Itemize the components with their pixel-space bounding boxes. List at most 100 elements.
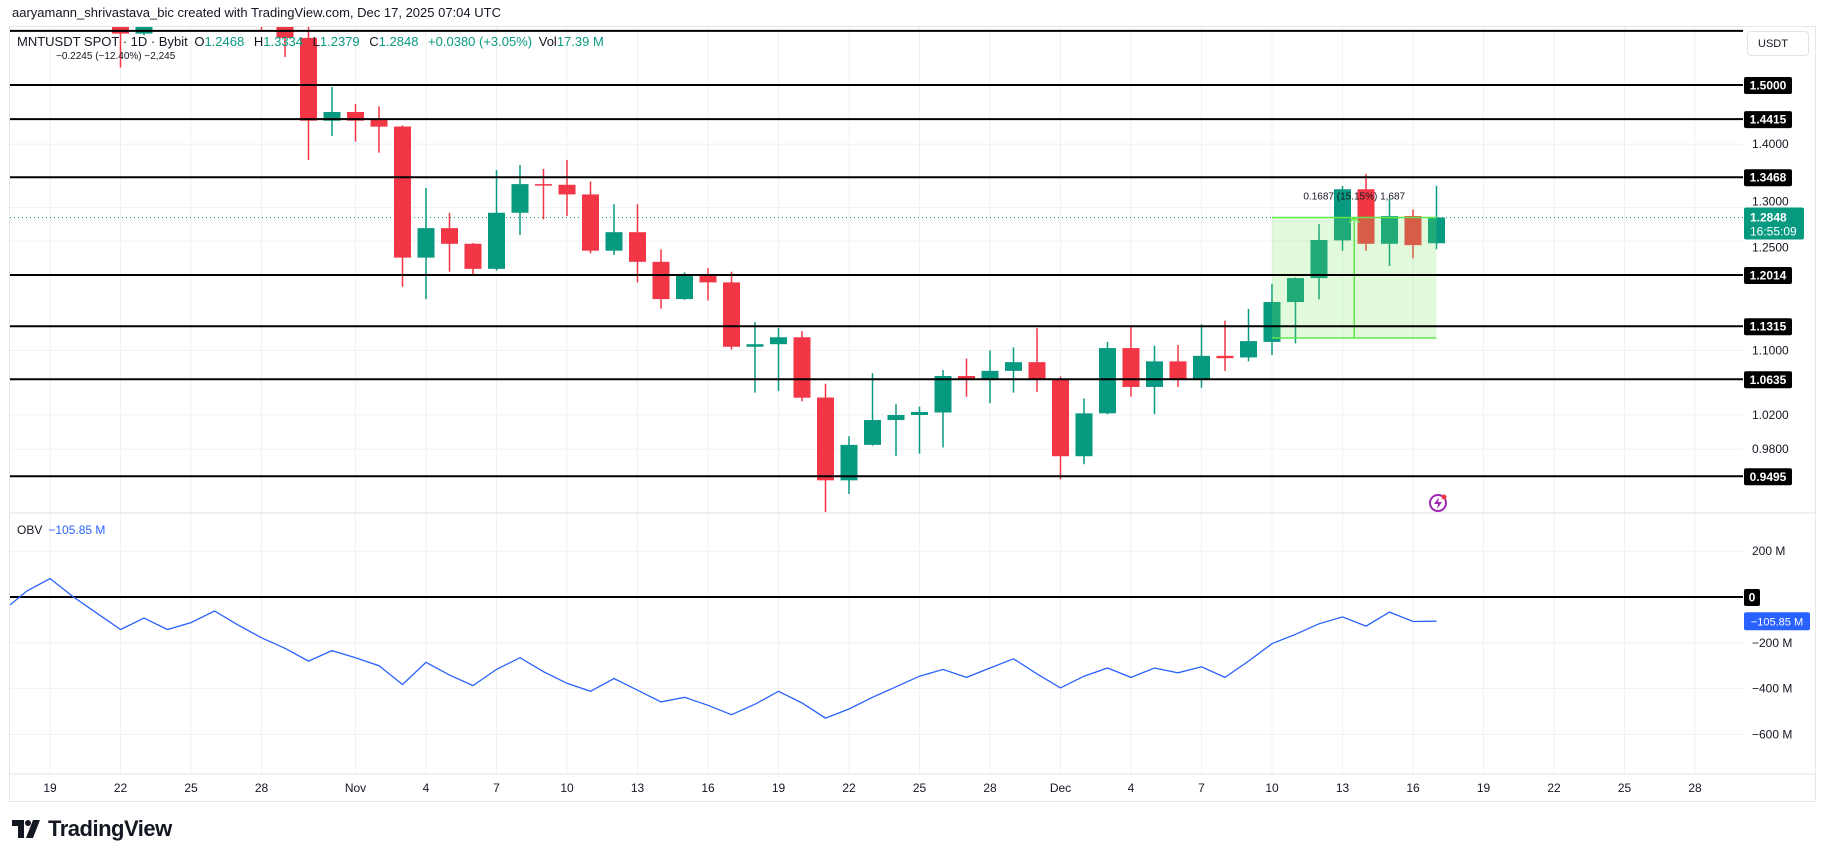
grid <box>10 27 1743 774</box>
candle[interactable] <box>1193 324 1210 388</box>
obv-tick-label: −600 M <box>1752 727 1792 741</box>
candle[interactable] <box>887 404 905 457</box>
currency-button[interactable]: USDT <box>1747 31 1809 56</box>
obv-zero-label: 0 <box>1749 591 1756 605</box>
price-axis[interactable]: 1.4000 1.3000 1.2500 1.1000 1.0200 0.9800 200 … <box>1744 77 1810 741</box>
candle[interactable] <box>911 406 928 454</box>
candle-body <box>629 232 646 262</box>
time-axis-label: 22 <box>1547 781 1561 795</box>
time-axis-label: 4 <box>423 781 430 795</box>
candle-body <box>300 37 317 121</box>
price-tick-label: 1.4000 <box>1752 137 1789 151</box>
time-axis-label: 19 <box>772 781 786 795</box>
candle[interactable] <box>605 204 623 255</box>
candle[interactable] <box>981 350 999 404</box>
candle-body <box>1052 379 1069 457</box>
candle[interactable] <box>582 181 599 254</box>
candle[interactable] <box>276 0 294 58</box>
candle[interactable] <box>1240 308 1257 362</box>
candle-body <box>817 397 834 481</box>
candle-body <box>582 194 599 251</box>
candle[interactable] <box>1334 186 1351 251</box>
candle[interactable] <box>629 204 646 283</box>
obv-pane[interactable] <box>3 577 1743 719</box>
time-axis[interactable]: 19 22 25 28 Nov 4 7 10 13 16 19 22 25 28 Dec 4 7 10 13 16 19… <box>43 781 1702 795</box>
candle[interactable] <box>1028 328 1046 392</box>
time-axis-label: 7 <box>493 781 500 795</box>
candle[interactable] <box>1310 224 1328 300</box>
time-axis-label: 25 <box>913 781 927 795</box>
last-price-label: 1.2848 <box>1750 211 1787 225</box>
candle-body <box>864 420 881 445</box>
candle[interactable] <box>511 165 529 235</box>
obv-legend[interactable]: OBV −105.85 M <box>17 523 105 537</box>
open-value: 1.2468 <box>204 34 245 49</box>
volume-value: 17.39 M <box>556 34 604 49</box>
candle-body <box>699 275 717 283</box>
candle-body <box>1193 355 1210 380</box>
candle[interactable] <box>934 370 952 448</box>
candle[interactable] <box>958 358 975 397</box>
level-price-label: 1.4415 <box>1750 113 1787 127</box>
candle[interactable] <box>1263 283 1281 356</box>
candle[interactable] <box>464 243 482 276</box>
candle-body <box>535 184 552 186</box>
time-axis-label: 10 <box>1265 781 1279 795</box>
candle[interactable] <box>1287 277 1304 344</box>
time-axis-label: 25 <box>1618 781 1632 795</box>
symbol-info[interactable]: MNTUSDT SPOT · 1D · Bybit <box>17 34 188 49</box>
candle-body <box>981 370 999 380</box>
candle[interactable] <box>558 160 576 217</box>
candle-body <box>911 411 928 415</box>
candle[interactable] <box>840 436 858 495</box>
close-label: C <box>369 34 379 49</box>
level-price-label: 1.0635 <box>1750 373 1787 387</box>
candle[interactable] <box>1169 344 1187 387</box>
time-axis-label: 16 <box>701 781 715 795</box>
candle-body <box>1099 348 1116 414</box>
candle-body <box>1287 278 1304 303</box>
candle[interactable] <box>1357 173 1375 251</box>
candle[interactable] <box>793 331 811 402</box>
obv-line[interactable] <box>3 577 1437 719</box>
candle[interactable] <box>1075 398 1093 465</box>
candle[interactable] <box>300 19 317 161</box>
candle[interactable] <box>1122 325 1140 397</box>
candle[interactable] <box>1381 198 1398 267</box>
candle-body <box>323 112 341 121</box>
candle[interactable] <box>488 170 505 271</box>
candle[interactable] <box>723 271 740 350</box>
candle[interactable] <box>652 249 670 309</box>
lightning-icon[interactable] <box>1428 493 1448 513</box>
candle[interactable] <box>864 373 881 446</box>
time-axis-label: 19 <box>1477 781 1491 795</box>
candle[interactable] <box>1052 376 1069 480</box>
time-axis-label: 19 <box>43 781 57 795</box>
candle-body <box>112 27 129 34</box>
candle[interactable] <box>323 87 341 136</box>
candle[interactable] <box>347 104 364 142</box>
price-pane[interactable]: 0.1687 (15.15%) 1,687 <box>10 0 1743 515</box>
candle[interactable] <box>253 0 270 30</box>
obv-last-label: −105.85 M <box>1751 617 1803 629</box>
candle[interactable] <box>817 383 834 515</box>
candle[interactable] <box>1216 320 1234 371</box>
candle[interactable] <box>676 272 693 300</box>
candle[interactable] <box>1005 347 1022 393</box>
candle[interactable] <box>370 106 388 153</box>
candle-body <box>1428 217 1445 244</box>
candle[interactable] <box>394 125 411 287</box>
candle[interactable] <box>770 328 787 392</box>
open-label: O <box>194 34 205 49</box>
tradingview-logo[interactable]: TradingView <box>12 816 172 842</box>
candle-body <box>417 228 435 258</box>
candle[interactable] <box>417 187 435 300</box>
candle[interactable] <box>699 268 717 301</box>
countdown-label: 16:55:09 <box>1750 225 1797 239</box>
candle[interactable] <box>441 212 458 272</box>
candle[interactable] <box>1099 341 1116 415</box>
candle-body <box>558 184 576 195</box>
candle[interactable] <box>746 322 764 393</box>
candle-body <box>1310 240 1328 279</box>
